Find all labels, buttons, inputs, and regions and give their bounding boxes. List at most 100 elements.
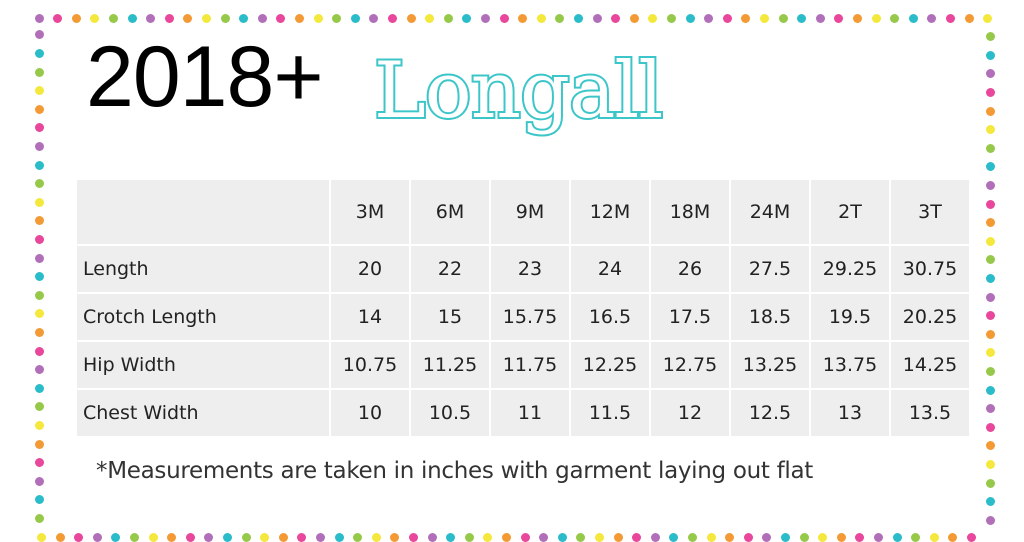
border-dot	[129, 532, 139, 542]
border-dot	[34, 48, 44, 58]
border-dot	[685, 13, 695, 23]
value-cell: 10.5	[411, 390, 489, 436]
border-dot	[520, 532, 530, 542]
border-dot	[927, 13, 937, 23]
table-row: Crotch Length 14 15 15.75 16.5 17.5 18.5 19.5 20…	[77, 294, 969, 340]
border-dot	[873, 532, 883, 542]
value-cell: 27.5	[731, 246, 809, 292]
border-dot	[908, 13, 918, 23]
row-label: Length	[77, 246, 329, 292]
border-dot	[501, 532, 511, 542]
border-dot	[985, 218, 995, 228]
border-dot	[55, 532, 65, 542]
border-dot	[650, 532, 660, 542]
value-cell: 11	[491, 390, 569, 436]
border-dot	[34, 197, 44, 207]
border-dot	[573, 13, 583, 23]
value-cell: 15	[411, 294, 489, 340]
value-cell: 11.75	[491, 342, 569, 388]
border-dot	[34, 476, 44, 486]
value-cell: 19.5	[811, 294, 889, 340]
border-dot	[34, 439, 44, 449]
value-cell: 20	[331, 246, 409, 292]
border-dot	[985, 497, 995, 507]
border-dot	[704, 13, 714, 23]
value-cell: 16.5	[571, 294, 649, 340]
border-dot	[983, 13, 993, 23]
border-dot	[446, 532, 456, 542]
value-cell: 11.5	[571, 390, 649, 436]
border-dot	[74, 532, 84, 542]
border-dot	[462, 13, 472, 23]
measurement-note: *Measurements are taken in inches with g…	[96, 458, 814, 484]
border-dot	[834, 13, 844, 23]
border-dot	[985, 366, 995, 376]
border-dot	[222, 532, 232, 542]
border-dot	[34, 513, 44, 523]
value-cell: 22	[411, 246, 489, 292]
border-dot	[183, 13, 193, 23]
border-dot	[780, 532, 790, 542]
border-dot	[34, 420, 44, 430]
border-dot	[297, 532, 307, 542]
value-cell: 12.75	[651, 342, 729, 388]
border-dot	[34, 160, 44, 170]
row-label: Hip Width	[77, 342, 329, 388]
border-dot	[648, 13, 658, 23]
border-dot	[34, 309, 44, 319]
border-dot	[148, 532, 158, 542]
border-dot	[108, 13, 118, 23]
border-dot	[34, 346, 44, 356]
border-dot	[34, 458, 44, 468]
border-dot	[443, 13, 453, 23]
header-cell: 3M	[331, 180, 409, 244]
brand-logo: Longall	[372, 46, 665, 136]
border-dot	[34, 234, 44, 244]
table-row: Length 20 22 23 24 26 27.5 29.25 30.75	[77, 246, 969, 292]
border-dot	[985, 143, 995, 153]
header-cell: 24M	[731, 180, 809, 244]
border-dot	[34, 86, 44, 96]
table-header-row: 3M 6M 9M 12M 18M 24M 2T 3T	[77, 180, 969, 244]
header-cell: 12M	[571, 180, 649, 244]
border-dot	[669, 532, 679, 542]
border-dot	[985, 50, 995, 60]
border-dot	[427, 532, 437, 542]
border-dot	[127, 13, 137, 23]
value-cell: 13	[811, 390, 889, 436]
value-cell: 24	[571, 246, 649, 292]
value-cell: 12	[651, 390, 729, 436]
border-dot	[743, 532, 753, 542]
border-dot	[408, 532, 418, 542]
value-cell: 13.75	[811, 342, 889, 388]
border-dot	[706, 532, 716, 542]
border-dot	[985, 422, 995, 432]
border-dot	[964, 13, 974, 23]
border-dot	[725, 532, 735, 542]
border-dot	[334, 532, 344, 542]
border-dot	[945, 13, 955, 23]
border-dot	[836, 532, 846, 542]
border-dot	[536, 13, 546, 23]
border-dot	[629, 13, 639, 23]
border-dot	[276, 13, 286, 23]
value-cell: 15.75	[491, 294, 569, 340]
border-dot	[985, 459, 995, 469]
border-dot	[759, 13, 769, 23]
border-dot	[204, 532, 214, 542]
border-dot	[985, 348, 995, 358]
border-dot	[34, 123, 44, 133]
table-row: Chest Width 10 10.5 11 11.5 12 12.5 13 13.5	[77, 390, 969, 436]
border-dot	[985, 125, 995, 135]
border-dot	[185, 532, 195, 542]
border-dot	[871, 13, 881, 23]
value-cell: 10.75	[331, 342, 409, 388]
border-dot	[425, 13, 435, 23]
border-dot	[146, 13, 156, 23]
border-dot	[985, 199, 995, 209]
border-dot	[741, 13, 751, 23]
value-cell: 11.25	[411, 342, 489, 388]
border-dot	[985, 32, 995, 42]
border-dot	[985, 162, 995, 172]
